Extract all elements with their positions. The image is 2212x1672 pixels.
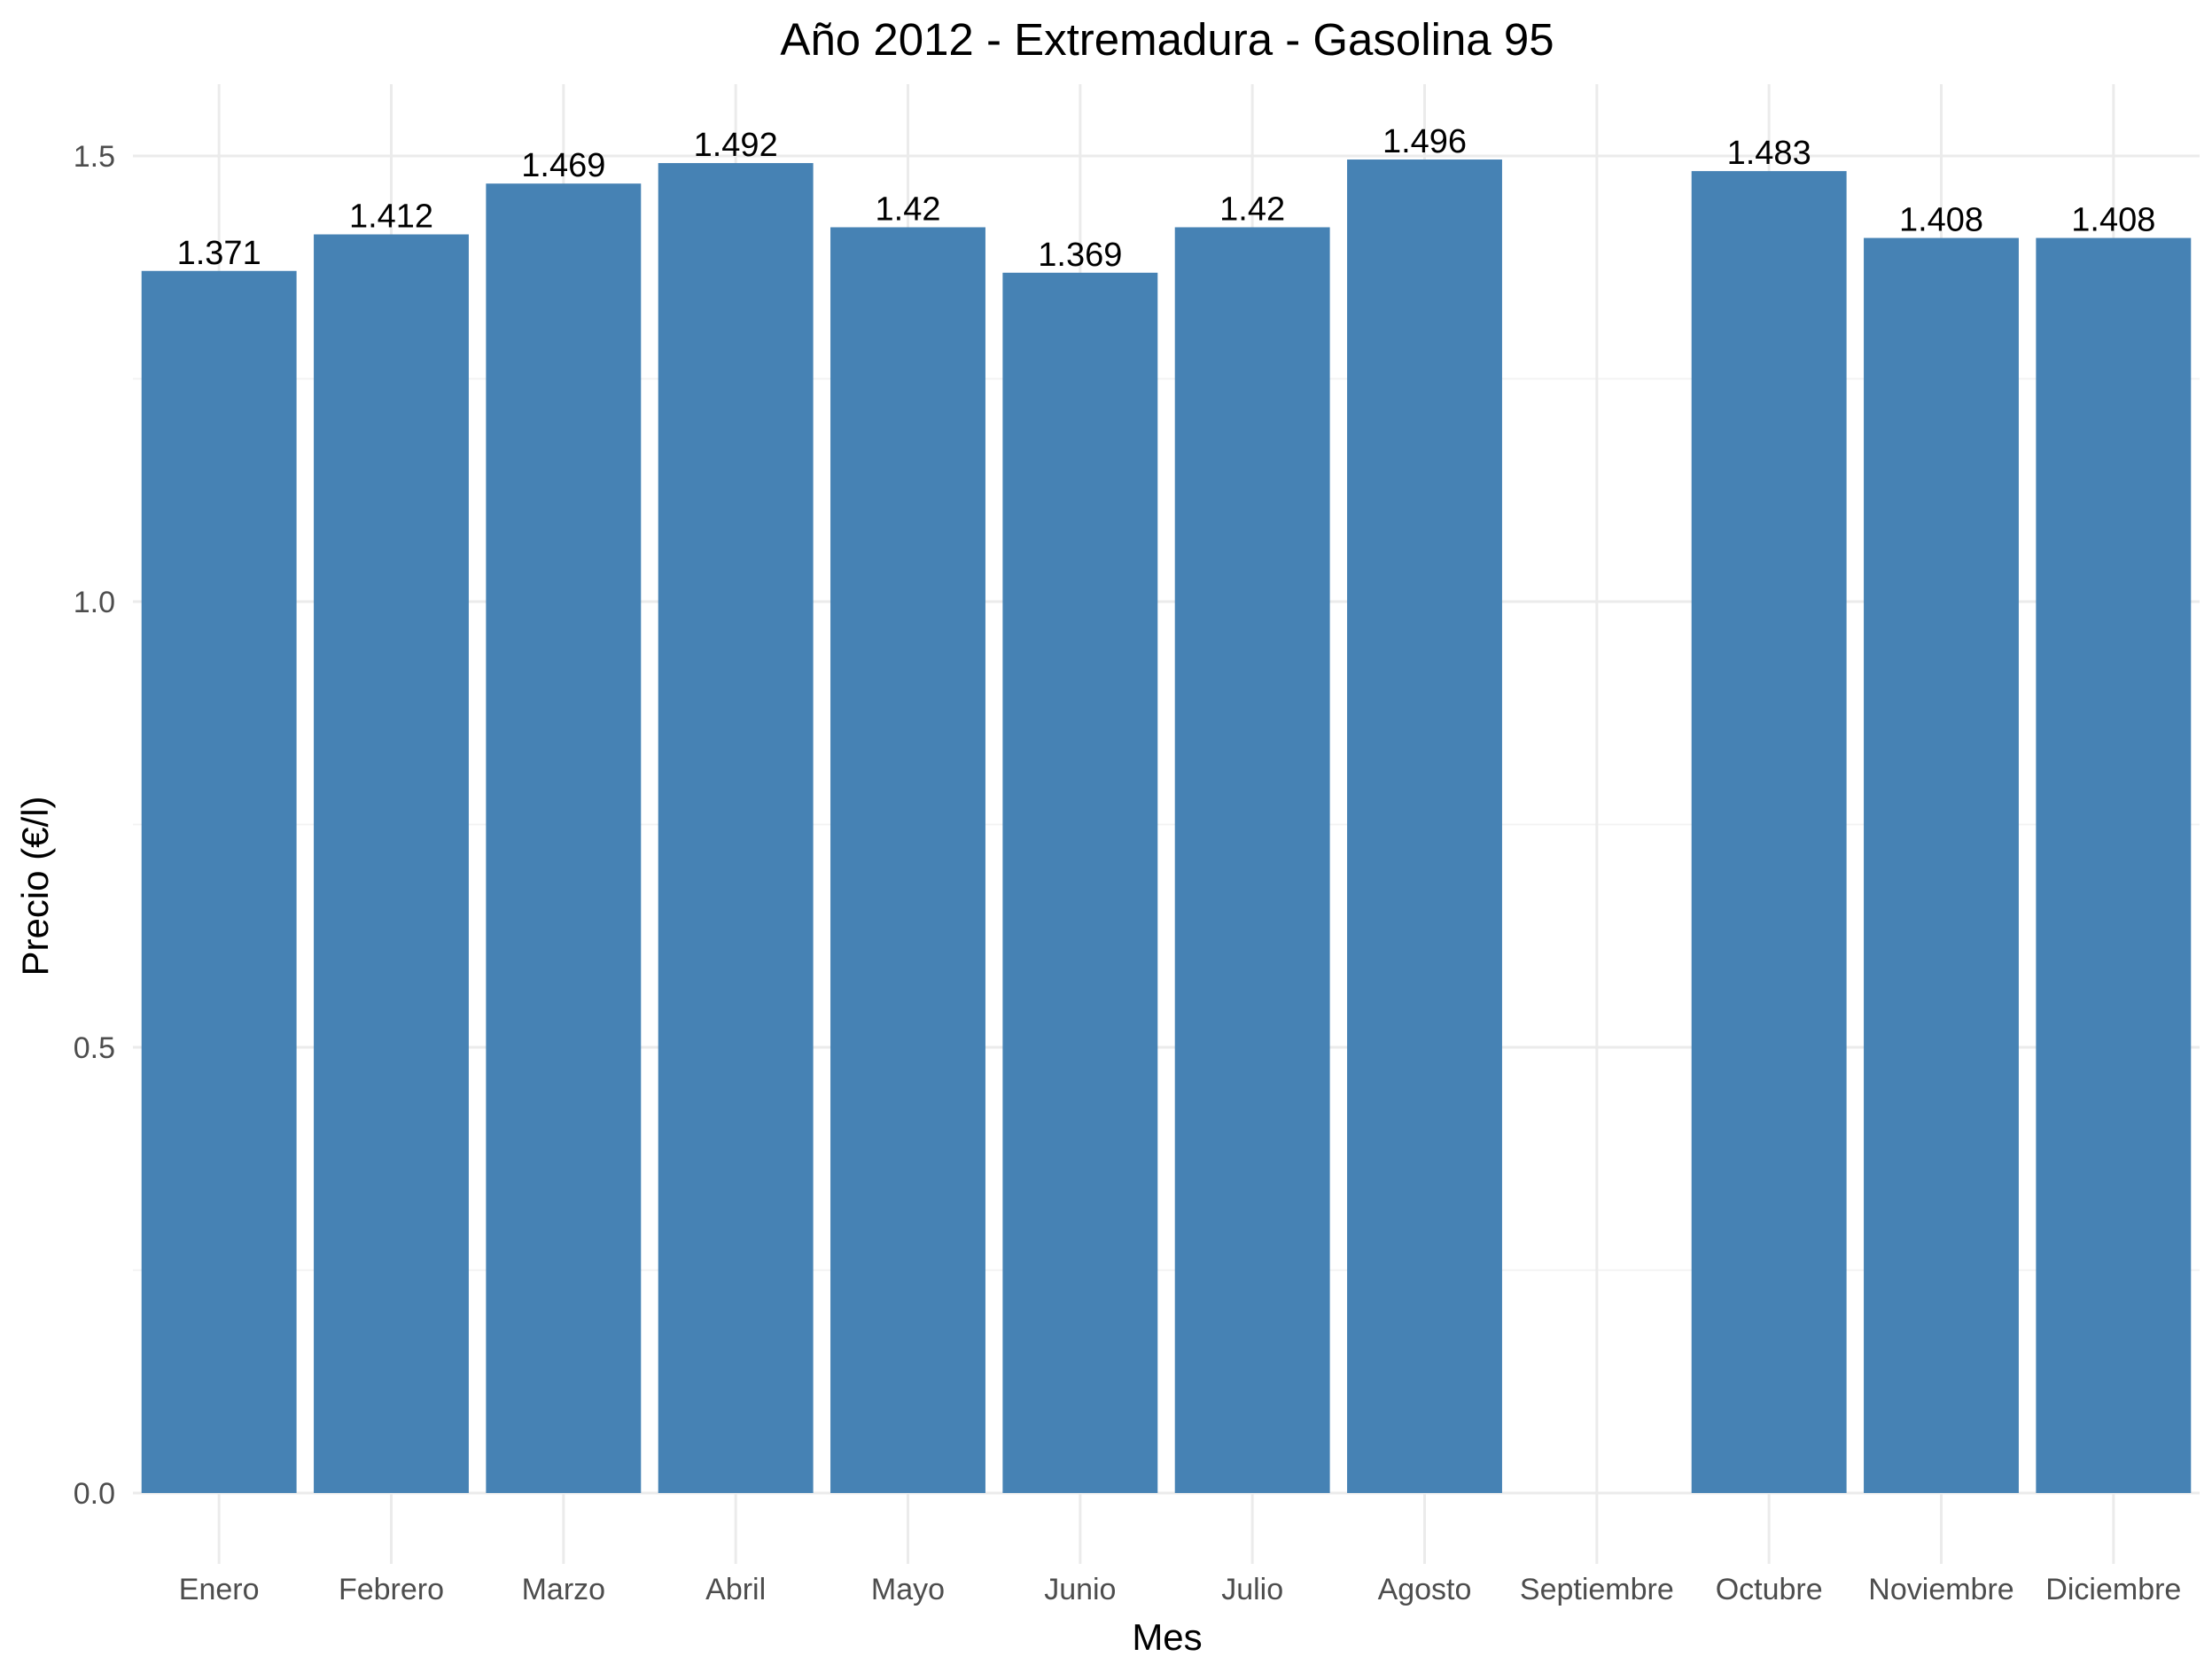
- x-tick-label: Agosto: [1378, 1573, 1472, 1606]
- chart-title: Año 2012 - Extremadura - Gasolina 95: [780, 14, 1554, 65]
- bar-octubre: [1691, 171, 1847, 1493]
- bars-group: [141, 159, 2192, 1494]
- data-label-agosto: 1.496: [1382, 123, 1467, 160]
- x-axis-tick-labels: Enero Febrero Marzo Abril Mayo Junio Julio Agos…: [179, 1573, 2182, 1606]
- bar-agosto: [1347, 159, 1502, 1493]
- minor-gridlines: [133, 377, 2200, 1271]
- data-label-marzo: 1.469: [521, 147, 605, 184]
- x-tick-label: Febrero: [339, 1573, 444, 1606]
- bar-marzo: [486, 183, 642, 1493]
- x-tick-label: Octubre: [1716, 1573, 1823, 1606]
- data-label-junio: 1.369: [1038, 237, 1122, 274]
- x-axis-title: Mes: [1132, 1616, 1202, 1658]
- data-label-enero: 1.371: [177, 235, 261, 272]
- y-tick-label: 0.5: [74, 1031, 115, 1065]
- bar-diciembre: [2036, 237, 2192, 1493]
- data-label-julio: 1.42: [1219, 191, 1285, 228]
- y-tick-label: 1.5: [74, 140, 115, 174]
- data-label-abril: 1.492: [694, 127, 778, 164]
- x-tick-label: Mayo: [871, 1573, 945, 1606]
- bar-febrero: [314, 234, 469, 1493]
- x-tick-label: Abril: [705, 1573, 766, 1606]
- bar-julio: [1174, 227, 1330, 1494]
- bar-junio: [1002, 272, 1158, 1493]
- bar-noviembre: [1864, 237, 2019, 1493]
- bar-enero: [141, 270, 297, 1494]
- x-tick-label: Septiembre: [1520, 1573, 1674, 1606]
- data-label-febrero: 1.412: [349, 198, 433, 236]
- y-axis-title: Precio (€/l): [14, 796, 56, 976]
- data-labels-group: 1.371 1.412 1.469 1.492 1.42 1.369 1.42 1.496 1.…: [177, 123, 2156, 274]
- x-tick-label: Julio: [1221, 1573, 1283, 1606]
- data-label-octubre: 1.483: [1727, 135, 1811, 172]
- x-tick-label: Enero: [179, 1573, 260, 1606]
- data-label-diciembre: 1.408: [2071, 202, 2155, 239]
- x-tick-label: Junio: [1044, 1573, 1116, 1606]
- y-axis-tick-labels: 0.0 0.5 1.0 1.5: [74, 140, 115, 1511]
- bar-mayo: [830, 227, 985, 1494]
- data-label-noviembre: 1.408: [1899, 202, 1983, 239]
- y-tick-label: 1.0: [74, 586, 115, 619]
- x-tick-label: Marzo: [522, 1573, 605, 1606]
- data-label-mayo: 1.42: [876, 191, 941, 228]
- x-tick-label: Noviembre: [1868, 1573, 2013, 1606]
- y-tick-label: 0.0: [74, 1477, 115, 1511]
- bar-abril: [658, 163, 814, 1494]
- x-tick-label: Diciembre: [2045, 1573, 2181, 1606]
